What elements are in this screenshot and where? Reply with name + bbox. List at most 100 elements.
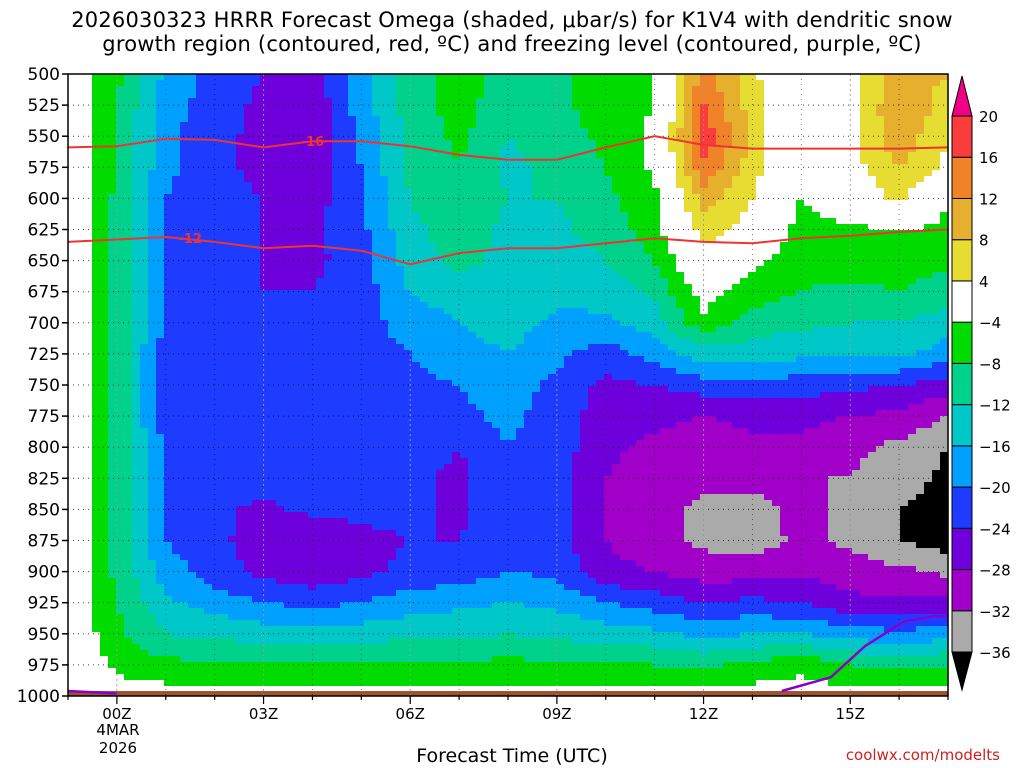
omega-cell (612, 188, 621, 195)
omega-cell (276, 122, 285, 129)
omega-cell (900, 134, 909, 141)
omega-cell (284, 80, 293, 87)
omega-cell (588, 326, 597, 333)
omega-cell (868, 116, 877, 123)
omega-cell (644, 128, 653, 135)
omega-cell (84, 218, 93, 225)
omega-cell (372, 116, 381, 123)
omega-cell (228, 98, 237, 105)
omega-cell (516, 134, 525, 141)
omega-cell (84, 224, 93, 231)
omega-cell (460, 74, 469, 81)
omega-cell (852, 182, 861, 189)
omega-cell (332, 212, 341, 219)
omega-cell (868, 272, 877, 279)
omega-cell (708, 320, 717, 327)
omega-cell (828, 296, 837, 303)
omega-cell (300, 254, 309, 261)
omega-cell (724, 266, 733, 273)
omega-cell (108, 128, 117, 135)
omega-cell (404, 308, 413, 315)
omega-cell (164, 284, 173, 291)
omega-cell (660, 296, 669, 303)
omega-cell (228, 338, 237, 345)
chart-title-line-2: growth region (contoured, red, ºC) and f… (102, 32, 922, 56)
omega-cell (76, 92, 85, 99)
omega-cell (244, 326, 253, 333)
omega-cell (420, 188, 429, 195)
omega-cell (260, 188, 269, 195)
omega-cell (772, 338, 781, 345)
omega-cell (428, 152, 437, 159)
omega-cell (372, 206, 381, 213)
omega-cell (220, 206, 229, 213)
omega-cell (156, 152, 165, 159)
omega-cell (764, 242, 773, 249)
omega-cell (708, 242, 717, 249)
omega-cell (492, 110, 501, 117)
omega-cell (188, 296, 197, 303)
omega-cell (492, 158, 501, 165)
omega-cell (516, 338, 525, 345)
omega-cell (820, 332, 829, 339)
omega-cell (468, 332, 477, 339)
omega-cell (68, 134, 77, 141)
omega-cell (612, 308, 621, 315)
omega-cell (892, 134, 901, 141)
omega-cell (612, 110, 621, 117)
omega-cell (620, 308, 629, 315)
omega-cell (780, 290, 789, 297)
omega-cell (324, 110, 333, 117)
omega-cell (628, 278, 637, 285)
omega-cell (660, 230, 669, 237)
omega-cell (356, 278, 365, 285)
omega-cell (476, 296, 485, 303)
omega-cell (180, 242, 189, 249)
omega-cell (884, 284, 893, 291)
omega-cell (204, 104, 213, 111)
omega-cell (148, 104, 157, 111)
omega-cell (380, 314, 389, 321)
omega-cell (580, 104, 589, 111)
omega-cell (740, 212, 749, 219)
omega-cell (820, 140, 829, 147)
omega-cell (412, 284, 421, 291)
omega-cell (628, 104, 637, 111)
omega-cell (84, 266, 93, 273)
omega-cell (220, 314, 229, 321)
omega-cell (300, 188, 309, 195)
omega-cell (844, 308, 853, 315)
omega-cell (860, 110, 869, 117)
omega-cell (892, 278, 901, 285)
omega-cell (764, 302, 773, 309)
omega-cell (100, 182, 109, 189)
omega-cell (284, 278, 293, 285)
omega-cell (764, 272, 773, 279)
omega-cell (940, 170, 949, 177)
omega-cell (668, 134, 677, 141)
omega-cell (884, 314, 893, 321)
omega-cell (276, 206, 285, 213)
omega-cell (364, 278, 373, 285)
omega-cell (884, 110, 893, 117)
omega-cell (564, 122, 573, 129)
omega-cell (140, 152, 149, 159)
omega-cell (868, 86, 877, 93)
omega-cell (660, 116, 669, 123)
omega-cell (516, 140, 525, 147)
omega-cell (404, 332, 413, 339)
omega-cell (876, 314, 885, 321)
omega-cell (180, 170, 189, 177)
omega-cell (804, 134, 813, 141)
omega-cell (180, 224, 189, 231)
omega-cell (156, 230, 165, 237)
omega-cell (780, 128, 789, 135)
omega-cell (404, 326, 413, 333)
omega-cell (756, 254, 765, 261)
omega-cell (300, 110, 309, 117)
omega-cell (268, 332, 277, 339)
omega-cell (724, 140, 733, 147)
omega-cell (212, 224, 221, 231)
omega-cell (700, 104, 709, 111)
omega-cell (492, 296, 501, 303)
